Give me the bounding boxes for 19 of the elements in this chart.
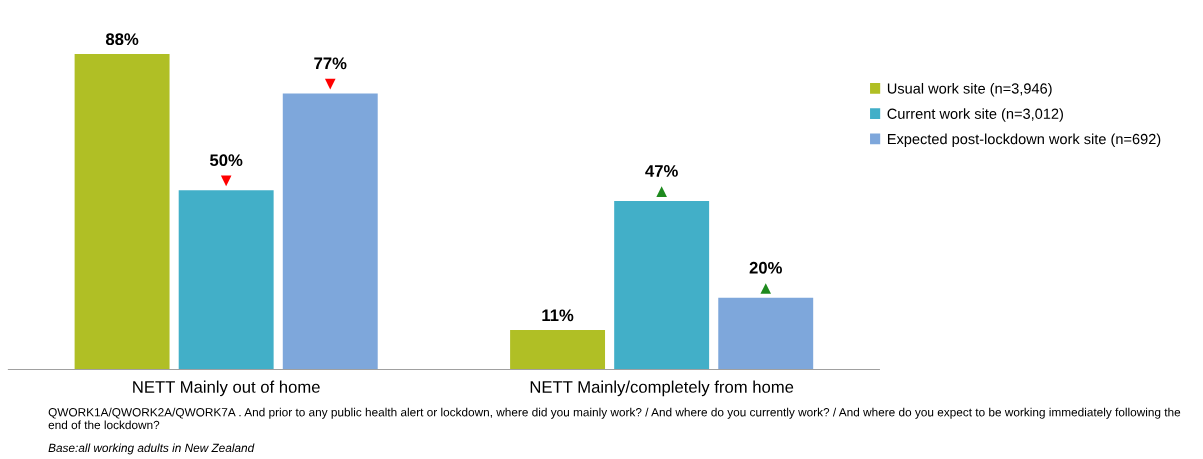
legend-label: Expected post-lockdown work site (n=692) (887, 133, 1161, 148)
data-label: 88% (105, 33, 139, 46)
bar (718, 297, 814, 370)
legend-label: Usual work site (n=3,946) (887, 82, 1052, 97)
text: QWORK1A/QWORK2A/QWORK7A . And prior to any public health alert or lockdown, where did you mainly work? / And where do you currently work? / And where do you expect to be working immediately following the end of the lockdown? (48, 407, 1181, 430)
text: Base:all working adults in New Zealand (48, 443, 255, 455)
bar (74, 53, 170, 370)
bar (510, 330, 606, 370)
bar (178, 190, 274, 370)
bar (282, 93, 378, 370)
data-label: 11% (542, 309, 574, 322)
data-label: 77% ▼ (314, 57, 347, 90)
data-label: 50% ▼ (210, 154, 243, 187)
x-tick-label: NETT Mainly out of home (133, 380, 320, 397)
bar (614, 200, 710, 370)
data-label: 47% ▲ (645, 165, 678, 197)
data-label: 20% ▲ (749, 261, 782, 294)
legend-label: Current work site (n=3,012) (887, 108, 1063, 122)
x-tick-label: NETT Mainly/completely from home (530, 380, 794, 397)
